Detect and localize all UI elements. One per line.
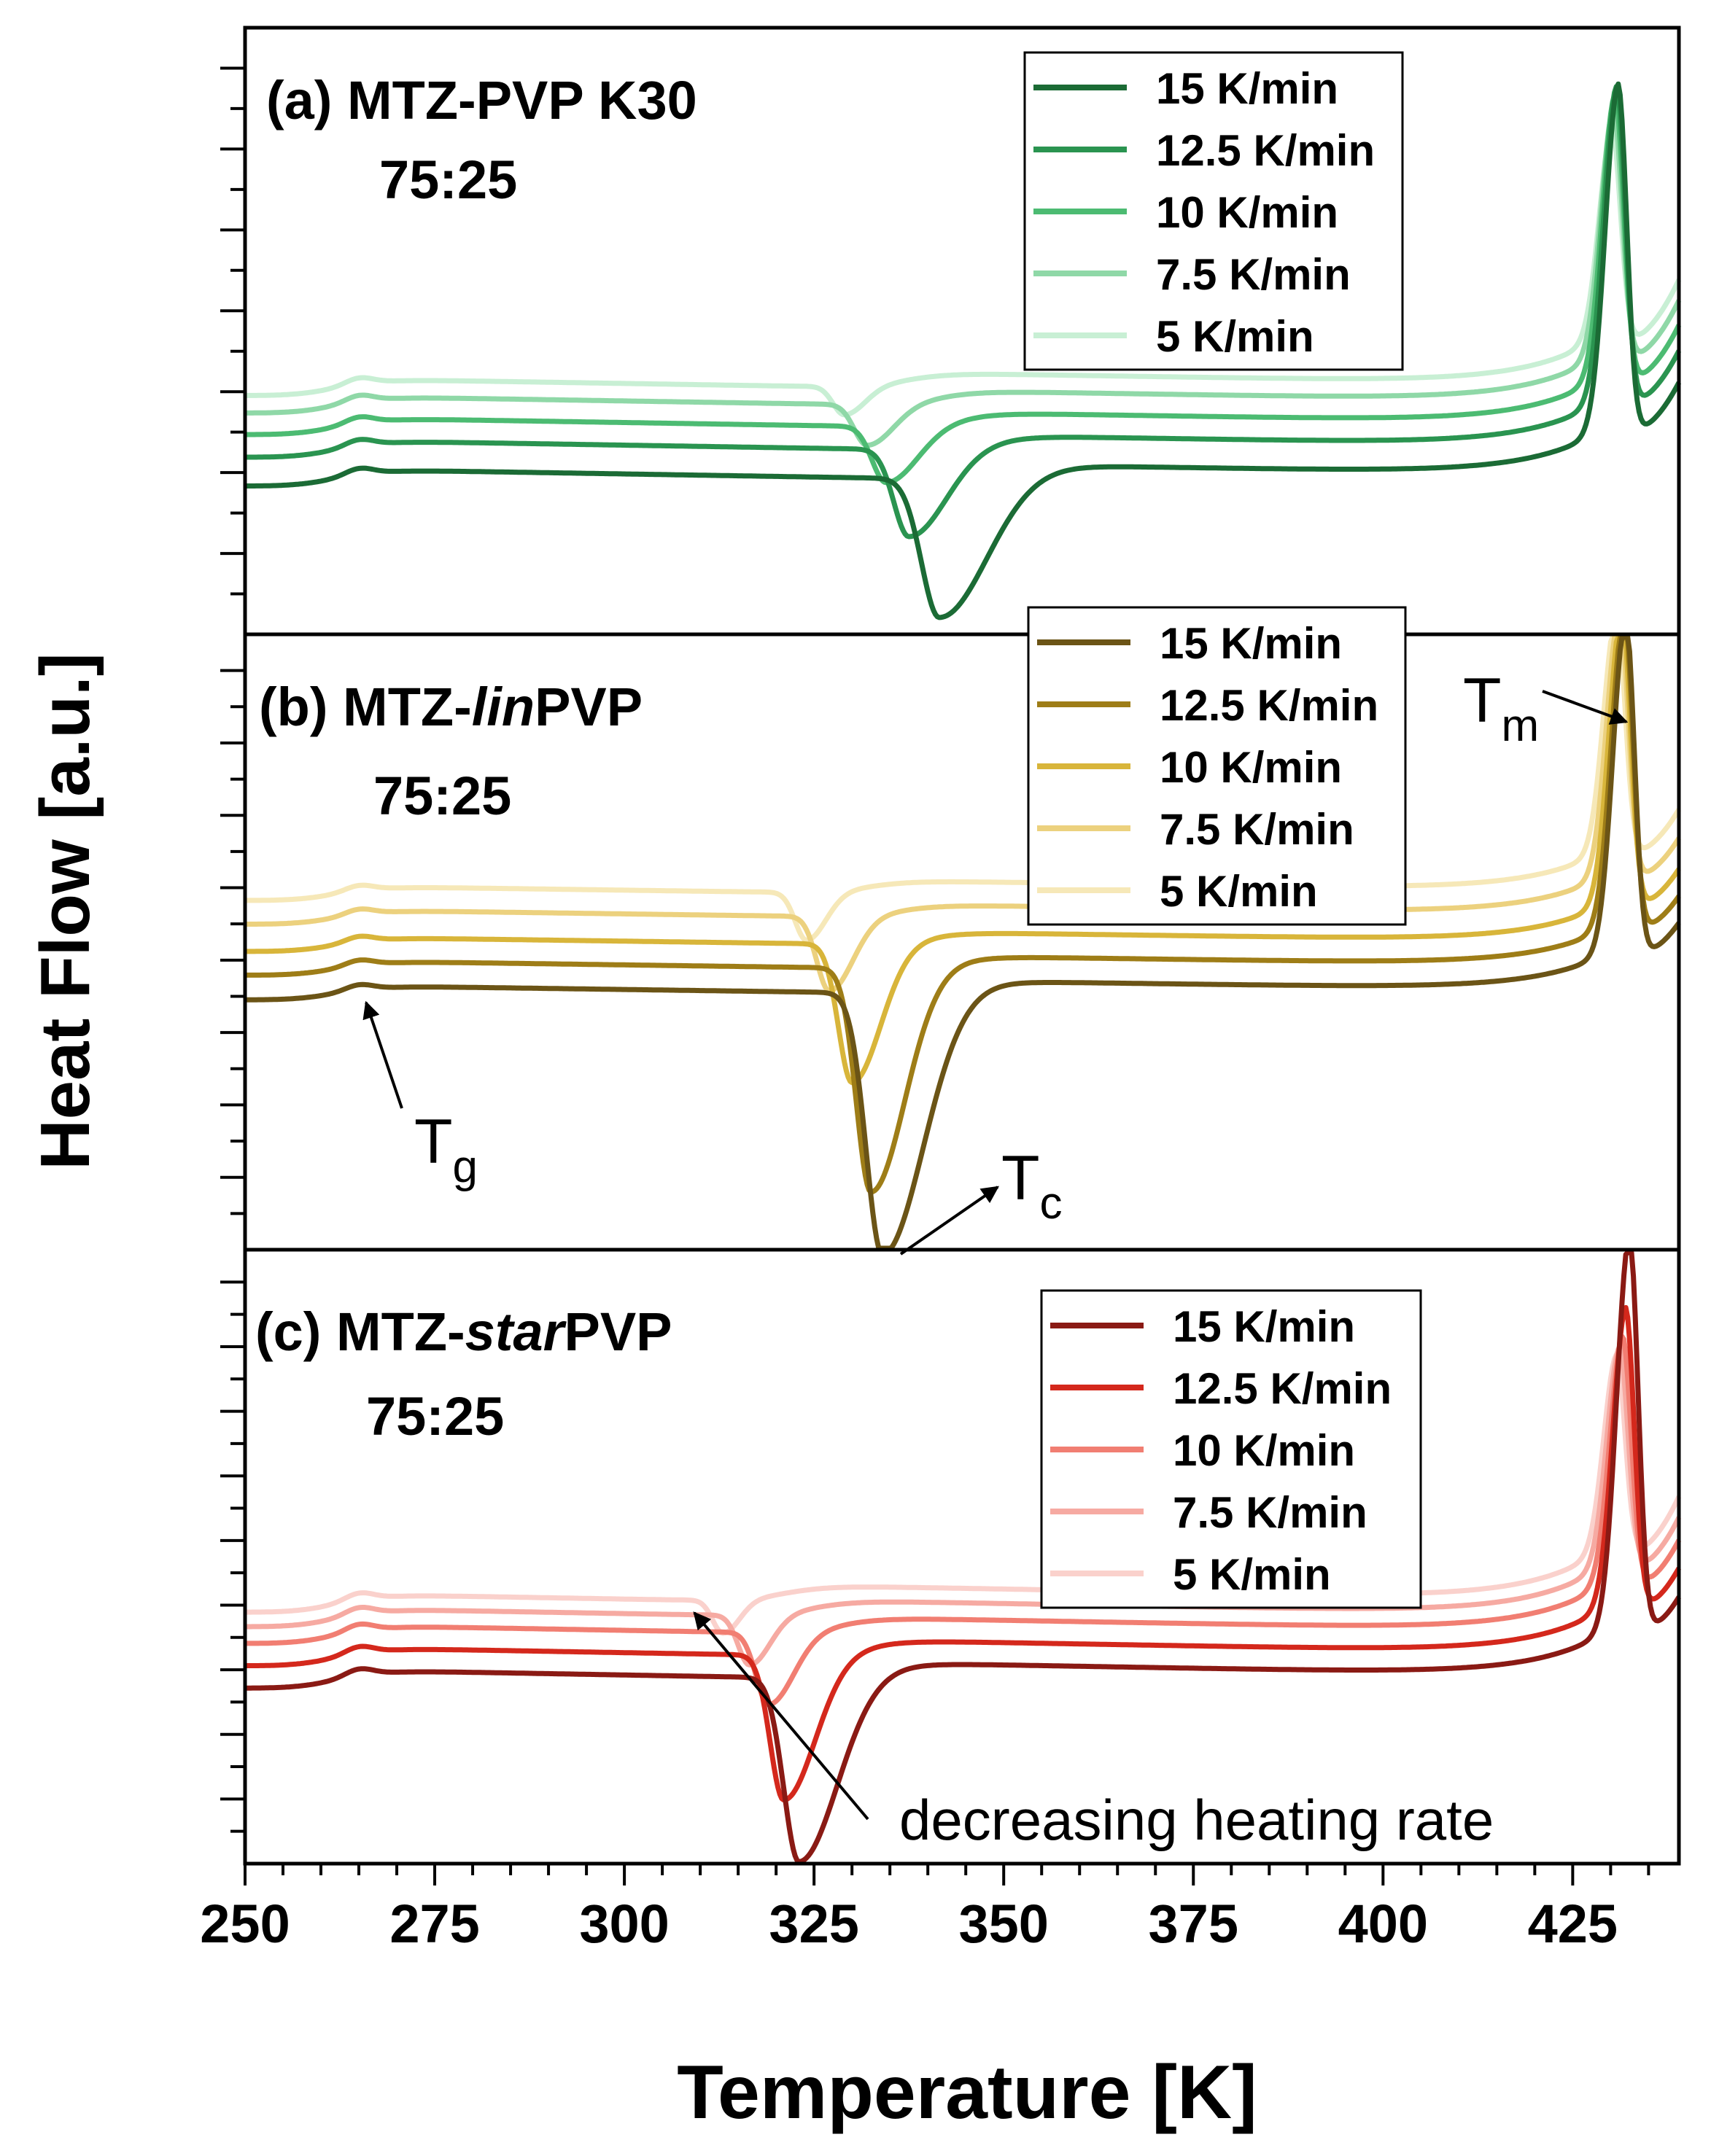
x-tick-label: 350 xyxy=(958,1894,1048,1954)
panel-b-y-ticks xyxy=(220,669,245,1215)
heating-rate-arrow xyxy=(693,1611,869,1821)
series-line-5-k-min xyxy=(244,634,1681,943)
tm-arrow xyxy=(1542,690,1629,725)
panel-c-curves xyxy=(244,1250,1682,1864)
legend-label: 12.5 K/min xyxy=(1156,126,1375,175)
panel-a-curves xyxy=(244,81,1682,620)
panel-a-ratio: 75:25 xyxy=(379,149,517,210)
x-tick-label: 425 xyxy=(1528,1894,1618,1954)
y-axis-label: Heat Flow [a.u.] xyxy=(26,653,104,1170)
tg-arrow xyxy=(362,1000,403,1109)
series-line-10-k-min xyxy=(244,1334,1682,1708)
panel-c-legend: 15 K/min 12.5 K/min 10 K/min 7.5 K/min 5 K/m… xyxy=(1040,1289,1422,1609)
heating-rate-label: decreasing heating rate xyxy=(899,1788,1494,1852)
series-line-15-k-min xyxy=(244,1250,1681,1864)
legend-label: 10 K/min xyxy=(1156,188,1338,237)
legend-label: 5 K/min xyxy=(1156,312,1314,361)
legend-label: 12.5 K/min xyxy=(1160,681,1378,730)
panel-c-title: (c) MTZ-starPVP xyxy=(255,1301,672,1362)
x-tick-label: 250 xyxy=(200,1894,290,1954)
panel-b-curves xyxy=(244,634,1681,1251)
legend-label: 7.5 K/min xyxy=(1156,250,1351,299)
series-line-10-k-min xyxy=(244,93,1682,486)
panel-a-legend: 15 K/min 12.5 K/min 10 K/min 7.5 K/min 5 K/m… xyxy=(1023,51,1404,371)
x-tick-label: 400 xyxy=(1338,1894,1428,1954)
x-tick-label: 275 xyxy=(389,1894,479,1954)
panel-c-y-ticks xyxy=(220,1280,245,1833)
series-line-15-k-min xyxy=(244,81,1682,620)
series-line-15-k-min xyxy=(244,634,1681,1251)
series-line-5-k-min xyxy=(244,125,1682,418)
panel-a: (a) MTZ-PVP K30 75:25 15 K/min 12.5 K/min… xyxy=(220,26,1682,637)
panel-b-ratio: 75:25 xyxy=(373,766,511,826)
x-tick-label: 325 xyxy=(769,1894,858,1954)
x-axis: 250 275 300 325 350 375 400 425 xyxy=(200,1864,1650,1954)
tm-label: Tm xyxy=(1463,666,1539,751)
series-line-7-5-k-min xyxy=(244,1344,1682,1667)
series-line-12-5-k-min xyxy=(244,634,1681,1195)
x-tick-label: 300 xyxy=(579,1894,669,1954)
tc-arrow xyxy=(899,1186,999,1256)
panel-b-legend: 15 K/min 12.5 K/min 10 K/min 7.5 K/min 5 K/m… xyxy=(1027,606,1407,926)
legend-label: 15 K/min xyxy=(1156,64,1338,113)
panel-a-y-ticks xyxy=(220,66,245,596)
series-line-12-5-k-min xyxy=(244,84,1682,540)
legend-label: 10 K/min xyxy=(1173,1426,1355,1475)
x-tick-label: 375 xyxy=(1149,1894,1238,1954)
legend-label: 5 K/min xyxy=(1173,1550,1331,1599)
legend-label: 15 K/min xyxy=(1160,619,1342,668)
tg-label: Tg xyxy=(414,1107,478,1192)
panel-b-title: (b) MTZ-linPVP xyxy=(259,677,643,737)
series-line-7-5-k-min xyxy=(244,634,1681,994)
panel-c: (c) MTZ-starPVP 75:25 15 K/min 12.5 K/min… xyxy=(220,1248,1682,1866)
panel-c-frame xyxy=(243,1248,1681,1866)
x-axis-label: Temperature [K] xyxy=(677,2050,1257,2135)
legend-label: 12.5 K/min xyxy=(1173,1364,1392,1413)
legend-label: 7.5 K/min xyxy=(1173,1488,1367,1537)
legend-label: 10 K/min xyxy=(1160,743,1342,792)
series-line-5-k-min xyxy=(244,1352,1682,1636)
legend-label: 5 K/min xyxy=(1160,867,1318,916)
series-line-7-5-k-min xyxy=(244,107,1682,448)
legend-label: 15 K/min xyxy=(1173,1302,1355,1351)
panel-a-title: (a) MTZ-PVP K30 xyxy=(266,70,697,131)
series-line-10-k-min xyxy=(244,634,1681,1086)
tc-label: Tc xyxy=(1001,1143,1063,1229)
panel-c-ratio: 75:25 xyxy=(366,1386,504,1447)
series-line-12-5-k-min xyxy=(244,1304,1682,1803)
legend-label: 7.5 K/min xyxy=(1160,805,1354,854)
